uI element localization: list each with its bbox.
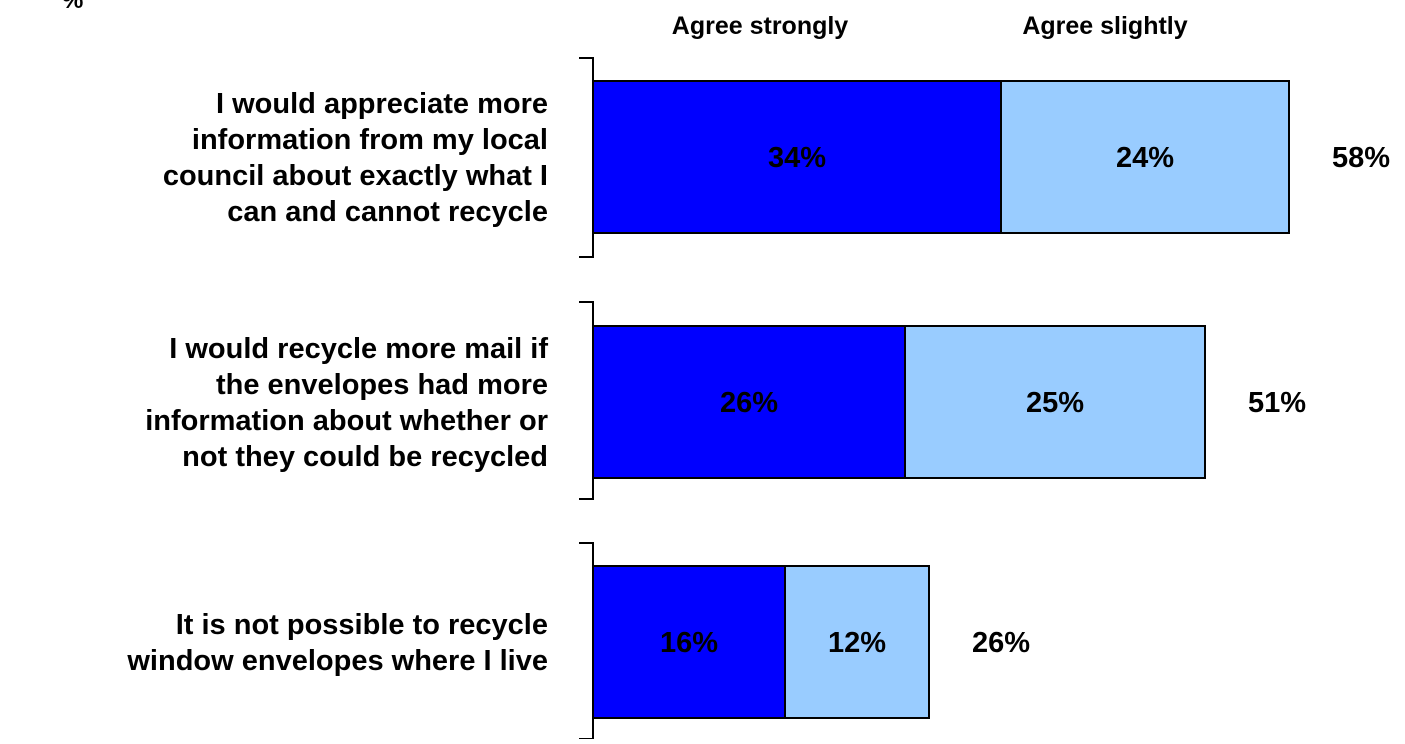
bar-segment <box>784 565 930 719</box>
bar-segment <box>904 325 1206 479</box>
bars: 34% 24% 58% 26% 25% 51% 16% 12% 26% <box>592 80 1390 719</box>
bar-value-label: 34% <box>768 142 826 174</box>
category-labels: I would appreciate more information from … <box>126 88 548 677</box>
bar-segment <box>592 325 906 479</box>
bar-total-label: 58% <box>1332 142 1390 174</box>
bar-value-label: 25% <box>1026 387 1084 419</box>
axis-bracket <box>579 301 594 500</box>
legend-entry: Agree strongly <box>672 12 849 40</box>
bar-total-label: 26% <box>972 627 1030 659</box>
category-label: It is not possible to recycle window enve… <box>126 609 548 677</box>
axis-bracket <box>579 57 594 258</box>
bar-value-label: 12% <box>828 627 886 659</box>
category-axis <box>579 57 594 740</box>
legend: Agree strongly Agree slightly <box>672 12 1188 40</box>
category-label: I would recycle more mail if the envelope… <box>145 333 548 473</box>
bar-segment <box>592 80 1002 234</box>
bar-value-label: 16% <box>660 627 718 659</box>
bar-segment <box>592 565 786 719</box>
corner-percent-label: % <box>62 0 83 14</box>
bar-value-label: 26% <box>720 387 778 419</box>
category-label: I would appreciate more information from … <box>163 88 548 228</box>
bar-total-label: 51% <box>1248 387 1306 419</box>
bar-value-label: 24% <box>1116 142 1174 174</box>
legend-entry: Agree slightly <box>1022 12 1187 40</box>
axis-bracket <box>579 542 594 740</box>
bar-segment <box>1000 80 1290 234</box>
